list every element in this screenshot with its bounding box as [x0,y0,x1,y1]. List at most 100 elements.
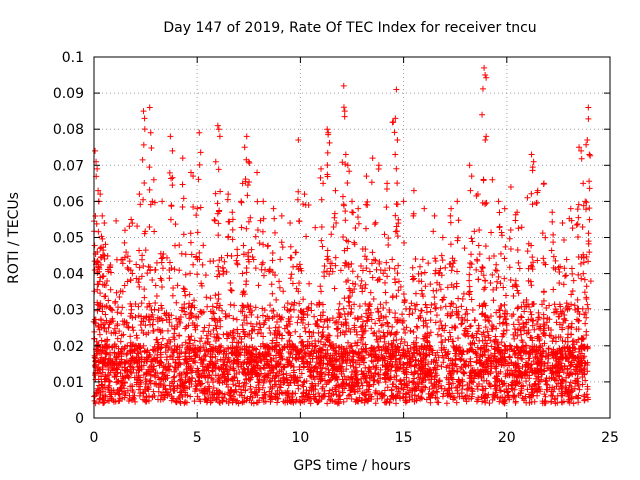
data-point [480,301,487,308]
data-point [551,376,558,383]
data-point [542,393,549,400]
data-point [124,264,131,271]
data-point [290,263,297,270]
data-point [213,396,220,403]
data-point [307,373,314,380]
data-point [461,245,468,252]
data-point [339,193,346,200]
data-point [254,330,261,337]
data-point [219,264,226,271]
data-point [526,355,533,362]
data-point [92,147,99,154]
data-point [94,286,101,293]
data-point [245,354,252,361]
data-point [318,237,325,244]
data-point [412,356,419,363]
data-point [366,268,373,275]
data-point [481,64,488,71]
data-point [245,303,252,310]
data-point [377,366,384,373]
data-point [510,394,517,401]
data-point [246,159,253,166]
data-point [418,307,425,314]
data-point [383,186,390,193]
data-point [214,378,221,385]
data-point [207,295,214,302]
data-point [113,289,120,296]
data-point [304,363,311,370]
data-point [248,389,255,396]
y-tick-label: 0.06 [53,194,84,210]
data-point [311,313,318,320]
data-point [357,324,364,331]
data-point [493,325,500,332]
data-point [393,86,400,93]
data-point [99,395,106,402]
data-point [155,307,162,314]
data-point [347,329,354,336]
data-point [240,303,247,310]
data-point [485,363,492,370]
data-point [451,344,458,351]
data-point [245,218,252,225]
data-point [539,400,546,407]
data-point [501,205,508,212]
data-point [313,301,320,308]
data-point [583,199,590,206]
data-point [557,334,564,341]
data-point [479,111,486,118]
data-point [515,290,522,297]
data-point [145,397,152,404]
data-point [194,271,201,278]
data-point [397,340,404,347]
data-point [524,248,531,255]
data-point [463,306,470,313]
data-point [381,231,388,238]
data-point [497,313,504,320]
data-point [437,318,444,325]
data-point [585,240,592,247]
data-point [269,290,276,297]
data-point [340,82,347,89]
data-point [433,357,440,364]
data-point [155,388,162,395]
data-point [141,180,148,187]
data-point [385,323,392,330]
data-point [268,281,275,288]
data-point [279,244,286,251]
data-point [515,225,522,232]
data-point [573,222,580,229]
data-point [221,258,228,265]
data-point [296,300,303,307]
data-point [108,306,115,313]
data-point [209,303,216,310]
data-point [418,278,425,285]
data-point [128,216,135,223]
data-point [528,151,535,158]
data-point [431,212,438,219]
data-point [452,357,459,364]
data-point [551,301,558,308]
data-point [180,195,187,202]
data-point [399,311,406,318]
data-point [518,313,525,320]
data-point [240,383,247,390]
data-point [269,337,276,344]
data-point [293,285,300,292]
data-point [423,350,430,357]
data-point [307,351,314,358]
data-point [121,379,128,386]
data-point [349,209,356,216]
data-point [495,198,502,205]
data-point [215,166,222,173]
data-point [237,363,244,370]
data-point [129,220,136,227]
data-point [136,283,143,290]
data-point [428,347,435,354]
data-point [568,395,575,402]
data-point [228,287,235,294]
data-point [260,321,267,328]
data-point [348,260,355,267]
data-point [345,339,352,346]
data-point [422,301,429,308]
